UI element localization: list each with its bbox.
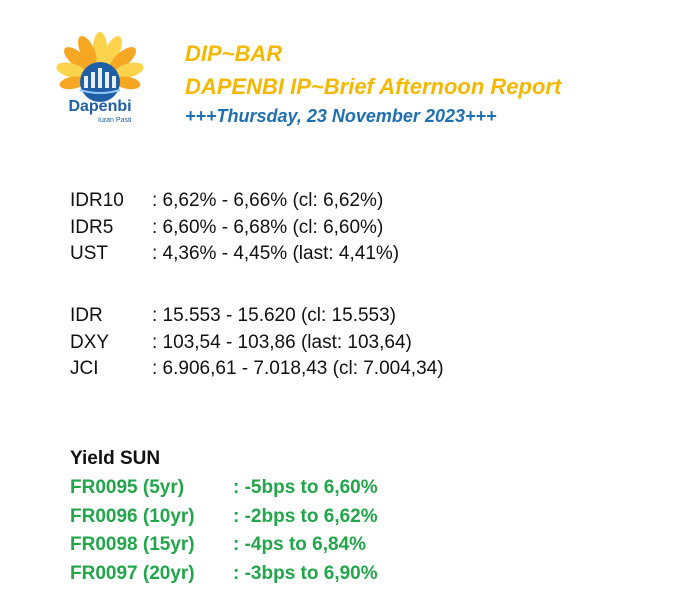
yield-sun-title: Yield SUN [70,448,161,469]
bond-rates-section: IDR10 : 6,62% - 6,66% (cl: 6,62%) IDR5 :… [70,188,399,268]
yield-value: : -2bps to 6,62% [233,505,378,527]
yield-row-fr0097: FR0097 (20yr) : -3bps to 6,90% [70,560,378,589]
rate-row-jci: JCI : 6.906,61 - 7.018,43 (cl: 7.004,34) [70,356,444,383]
rate-value: : 103,54 - 103,86 (last: 103,64) [152,331,412,353]
report-title: DIP~BAR [185,41,283,66]
report-subtitle: DAPENBI IP~Brief Afternoon Report [185,74,562,99]
logo-tagline: Iuran Pasti [98,117,132,124]
report-header: DIP~BAR DAPENBI IP~Brief Afternoon Repor… [185,40,561,128]
yield-label: FR0096 (10yr) [70,505,195,527]
yield-sun-section: Yield SUN FR0095 (5yr) : -5bps to 6,60% … [70,446,378,588]
yield-value: : -3bps to 6,90% [233,562,378,584]
yield-label: FR0095 (5yr) [70,477,185,498]
yield-value: : -4ps to 6,84% [233,534,367,555]
rate-value: : 4,36% - 4,45% (last: 4,41%) [152,243,400,264]
report-date: +++Thursday, 23 November 2023+++ [185,106,497,126]
yield-label: FR0098 (15yr) [70,534,195,555]
yield-row-fr0096: FR0096 (10yr) : -2bps to 6,62% [70,503,378,532]
yield-row-fr0098: FR0098 (15yr) : -4ps to 6,84% [70,531,378,560]
yield-value: : -5bps to 6,60% [233,477,378,498]
yield-label: FR0097 (20yr) [70,562,195,584]
rate-label: IDR [70,305,103,326]
rate-value: : 6,60% - 6,68% (cl: 6,60%) [152,216,384,238]
rate-row-idr: IDR : 15.553 - 15.620 (cl: 15.553) [70,303,444,330]
rate-label: UST [70,243,108,264]
dapenbi-logo: Dapenbi Iuran Pasti [38,30,162,130]
rate-label: DXY [70,331,110,353]
rate-label: IDR10 [70,190,124,211]
rate-value: : 6.906,61 - 7.018,43 (cl: 7.004,34) [152,358,444,379]
sunflower-logo-icon [56,32,144,102]
rate-row-idr10: IDR10 : 6,62% - 6,66% (cl: 6,62%) [70,188,399,215]
rate-row-dxy: DXY : 103,54 - 103,86 (last: 103,64) [70,330,444,357]
market-rates-section: IDR : 15.553 - 15.620 (cl: 15.553) DXY :… [70,303,444,383]
logo-wordmark: Dapenbi [68,98,132,115]
rate-label: IDR5 [70,216,114,238]
rate-row-idr5: IDR5 : 6,60% - 6,68% (cl: 6,60%) [70,215,399,242]
rate-value: : 15.553 - 15.620 (cl: 15.553) [152,305,396,326]
rate-label: JCI [70,358,99,379]
rate-row-ust: UST : 4,36% - 4,45% (last: 4,41%) [70,241,399,268]
yield-row-fr0095: FR0095 (5yr) : -5bps to 6,60% [70,474,378,503]
rate-value: : 6,62% - 6,66% (cl: 6,62%) [152,190,384,211]
